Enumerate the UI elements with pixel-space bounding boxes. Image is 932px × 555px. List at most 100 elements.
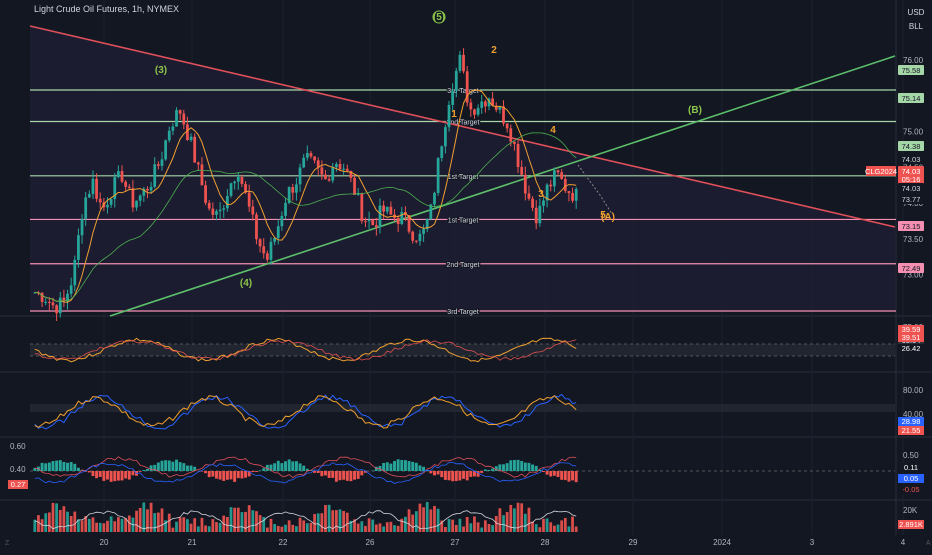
volume-bar [549, 522, 552, 532]
macd-bar [179, 462, 182, 471]
macd-bar [520, 461, 523, 471]
candle-body [99, 199, 102, 203]
candle-body [270, 242, 273, 260]
volume-bar [299, 518, 302, 532]
candle-body [193, 137, 196, 163]
volume-bar [211, 519, 214, 532]
volume-bar [357, 524, 360, 532]
indicator-tick: 0.50 [903, 451, 919, 460]
candle-body [186, 124, 189, 140]
volume-bar [251, 510, 254, 532]
macd-bar [418, 465, 421, 471]
candle-body [161, 159, 164, 165]
macd-bar [41, 463, 44, 471]
candle-body [222, 208, 225, 210]
macd-bar [48, 463, 51, 471]
currency-label[interactable]: USD [906, 8, 926, 17]
candle-body [368, 220, 371, 221]
time-tick: 29 [629, 538, 638, 547]
candle-body [106, 205, 109, 208]
volume-bar [513, 508, 516, 532]
candle-body [560, 172, 563, 179]
volume-bar [237, 508, 240, 532]
candle-body [55, 305, 58, 313]
volume-bar [364, 526, 367, 532]
volume-bar [270, 519, 273, 532]
volume-bar [375, 525, 378, 532]
candle-body [117, 171, 120, 177]
candle-body [502, 106, 505, 123]
unit-label[interactable]: BLL [906, 22, 926, 31]
macd-bar [480, 471, 483, 473]
candle-body [360, 193, 363, 221]
volume-bar [535, 524, 538, 532]
target-label: 2nd Target [447, 119, 480, 126]
volume-bar [204, 525, 207, 532]
macd-bar [560, 471, 563, 480]
volume-bar [172, 528, 175, 532]
macd-bar [360, 471, 363, 475]
macd-bar [353, 471, 356, 480]
price-label: 72.49 [902, 264, 921, 273]
macd-bar [73, 464, 76, 471]
macd-bar [182, 463, 185, 471]
macd-bar [171, 462, 174, 471]
price-tick: 73.50 [903, 235, 924, 244]
wave-label-4: (4) [240, 278, 252, 289]
symbol-title[interactable]: Light Crude Oil Futures, 1h, NYMEX [34, 4, 179, 14]
volume-bar [455, 525, 458, 532]
macd-bar [295, 461, 298, 471]
candle-body [204, 185, 207, 203]
candle-body [168, 131, 171, 141]
candle-body [139, 196, 142, 201]
volume-bar [568, 526, 571, 532]
macd-bar [408, 461, 411, 471]
volume-bar [182, 517, 185, 532]
volume-bar [291, 525, 294, 532]
volume-bar [33, 520, 36, 532]
candle-body [538, 206, 541, 223]
macd-bar [491, 469, 494, 471]
volume-bar [368, 518, 371, 532]
macd-bar [62, 462, 65, 471]
macd-bar [77, 468, 80, 471]
candle-body [175, 110, 178, 126]
macd-bar [393, 461, 396, 471]
volume-bar [59, 510, 62, 532]
volume-bar [121, 519, 124, 532]
candle-body [480, 101, 483, 107]
candle-body [455, 71, 458, 91]
candle-body [59, 298, 62, 314]
candle-body [568, 191, 571, 193]
scroll-left-icon: Z [5, 540, 10, 547]
volume-bar [404, 517, 407, 532]
volume-bar [339, 509, 342, 532]
candle-body [448, 105, 451, 127]
macd-bar [288, 459, 291, 471]
macd-bar [328, 471, 331, 478]
volume-bar [102, 523, 105, 532]
candle-body [88, 194, 91, 197]
volume-bar [244, 512, 247, 532]
volume-bar [135, 511, 138, 532]
macd-bar [415, 463, 418, 471]
volume-bar [106, 521, 109, 532]
candle-body [146, 189, 149, 191]
candle-body [233, 182, 236, 184]
macd-bar [571, 471, 574, 480]
target-label: 1st Target [448, 174, 479, 181]
candle-body [277, 226, 280, 238]
macd-bar [448, 471, 451, 480]
volume-bar [415, 511, 418, 532]
volume-bar [520, 503, 523, 532]
macd-bar [509, 460, 512, 471]
macd-bar [233, 471, 236, 482]
macd-bar [349, 471, 352, 481]
volume-bar [277, 526, 280, 532]
macd-bar [208, 471, 211, 477]
volume-bar [248, 505, 251, 532]
indicator-label: 2.891K [899, 520, 923, 529]
volume-bar [437, 509, 440, 532]
